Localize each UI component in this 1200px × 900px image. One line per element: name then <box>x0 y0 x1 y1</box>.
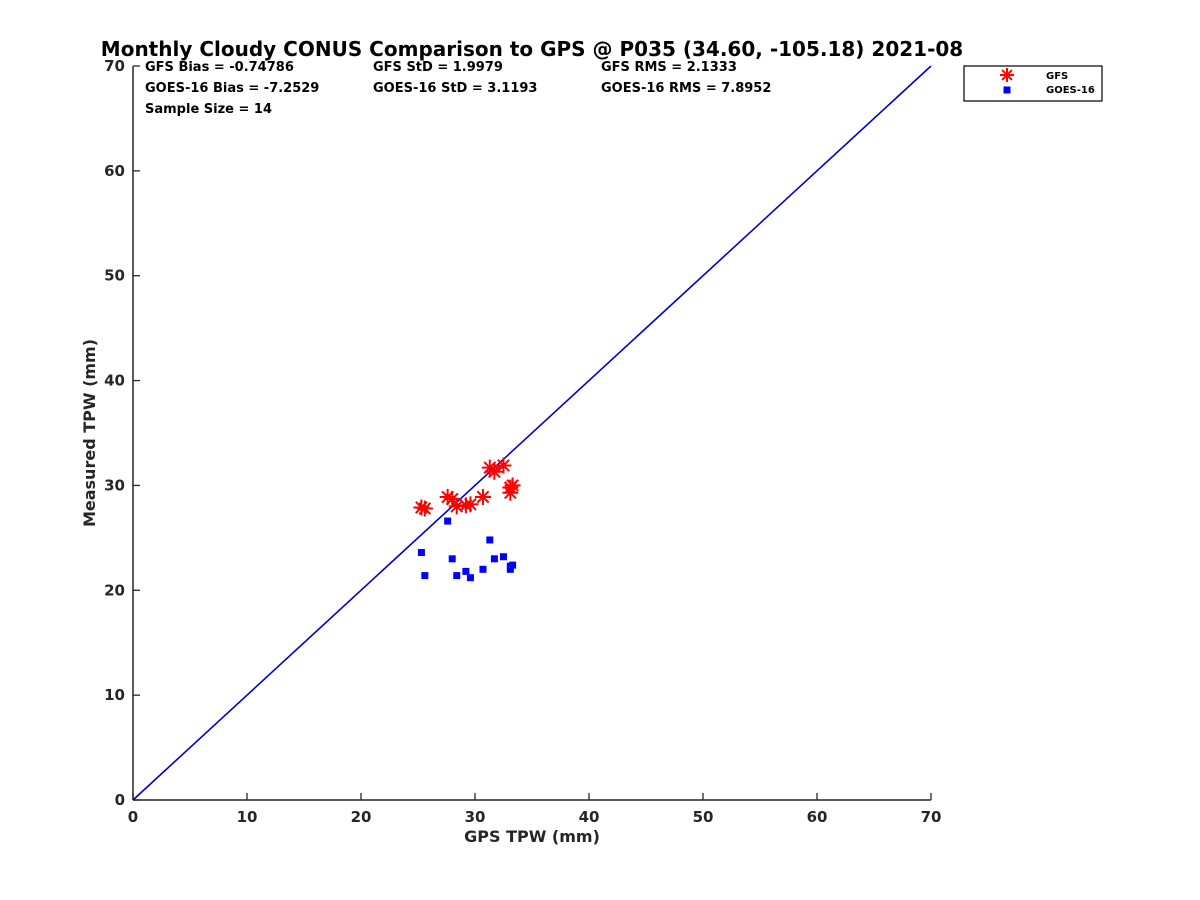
x-tick-label: 10 <box>237 808 258 826</box>
y-axis-label: Measured TPW (mm) <box>80 339 99 527</box>
goes16-point <box>466 574 474 582</box>
gfs-std-label: GFS StD = 1.9979 <box>373 60 503 75</box>
gfs-point <box>495 457 512 474</box>
x-tick-label: 0 <box>128 808 138 826</box>
x-tick-label: 70 <box>921 808 942 826</box>
goes-std-label: GOES-16 StD = 3.1193 <box>373 81 537 96</box>
gfs-point <box>486 463 503 480</box>
y-tick-label: 50 <box>104 267 125 285</box>
goes16-point <box>490 555 498 563</box>
goes16-point <box>500 553 507 561</box>
y-tick-label: 30 <box>104 476 125 494</box>
legend-goes-marker <box>1003 86 1011 94</box>
gfs-point <box>474 488 491 505</box>
x-tick-label: 30 <box>465 808 486 826</box>
goes16-point <box>486 536 494 544</box>
x-axis-label: GPS TPW (mm) <box>464 827 600 846</box>
goes-bias-label: GOES-16 Bias = -7.2529 <box>145 81 319 96</box>
gfs-rms-label: GFS RMS = 2.1333 <box>601 60 737 75</box>
legend-goes-label: GOES-16 <box>1046 85 1095 96</box>
goes16-point <box>417 549 425 557</box>
x-tick-label: 40 <box>579 808 600 826</box>
x-tick-label: 50 <box>693 808 714 826</box>
goes16-point <box>421 572 429 580</box>
chart-title: Monthly Cloudy CONUS Comparison to GPS @… <box>101 37 963 61</box>
gfs-bias-label: GFS Bias = -0.74786 <box>145 60 294 75</box>
gfs-point <box>416 500 433 517</box>
x-tick-label: 20 <box>351 808 372 826</box>
gfs-legend-asterisk <box>1000 68 1014 82</box>
goes16-point <box>462 567 470 575</box>
sample-size-label: Sample Size = 14 <box>145 102 272 117</box>
goes16-point <box>444 517 452 525</box>
x-tick-label: 60 <box>807 808 828 826</box>
goes16-point <box>448 555 456 563</box>
one-to-one-line <box>132 65 932 801</box>
goes16-point <box>453 572 461 580</box>
y-tick-label: 70 <box>104 57 125 75</box>
gfs-point <box>462 496 479 513</box>
reference-line-group <box>132 65 932 801</box>
legend: GFS GOES-16 <box>963 65 1103 102</box>
goes16-point <box>479 565 487 573</box>
y-tick-label: 20 <box>104 581 125 599</box>
goes16-legend-square <box>1003 86 1011 94</box>
legend-gfs-marker <box>1000 68 1014 82</box>
data-points <box>413 457 521 582</box>
y-tick-label: 60 <box>104 162 125 180</box>
goes-rms-label: GOES-16 RMS = 7.8952 <box>601 81 771 96</box>
y-tick-label: 10 <box>104 686 125 704</box>
axes: 0 10 20 30 40 50 60 70 0 10 20 30 40 50 60 70 <box>104 57 941 826</box>
legend-box <box>963 65 1103 102</box>
y-tick-label: 0 <box>115 791 125 809</box>
legend-gfs-label: GFS <box>1046 71 1068 82</box>
y-tick-label: 40 <box>104 372 125 390</box>
gfs-point <box>504 477 521 494</box>
goes16-point <box>509 561 517 569</box>
